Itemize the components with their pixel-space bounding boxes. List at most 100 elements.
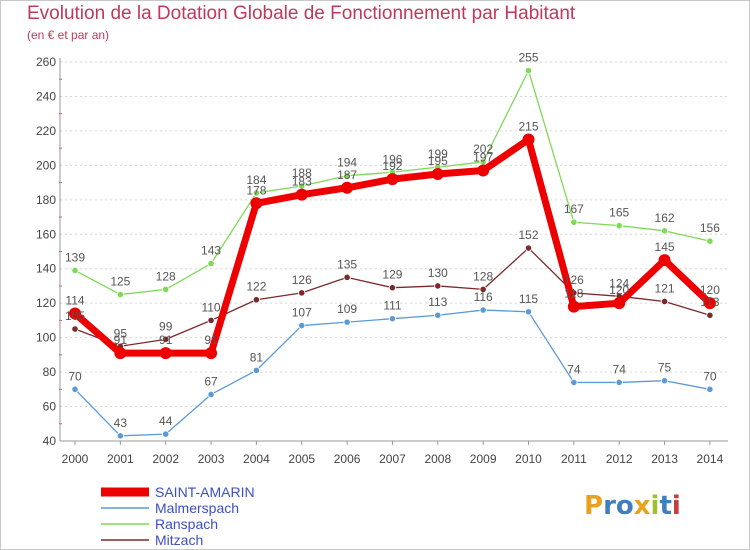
data-point-saint-amarin	[295, 188, 308, 201]
axes	[59, 58, 728, 442]
data-label-mitzach: 99	[159, 319, 173, 333]
x-tick-label: 2001	[107, 452, 134, 466]
data-point-mitzach	[71, 325, 79, 333]
data-point-saint-amarin	[159, 347, 172, 360]
data-point-mitzach	[298, 289, 306, 297]
proxiti-logo: Proxiti	[584, 491, 681, 521]
data-label-ranspach: 128	[156, 269, 176, 283]
y-tick-label: 100	[36, 331, 56, 345]
data-label-ranspach: 162	[655, 211, 675, 225]
series-group	[69, 67, 716, 440]
data-label-saint-amarin: 91	[114, 333, 128, 347]
data-label-saint-amarin: 183	[292, 175, 312, 189]
legend-label-mitzach: Mitzach	[155, 532, 203, 548]
x-tick-label: 2014	[697, 452, 724, 466]
data-point-ranspach	[615, 222, 623, 230]
data-label-ranspach: 196	[382, 152, 402, 166]
data-label-ranspach: 255	[518, 51, 538, 65]
x-tick-label: 2006	[334, 452, 361, 466]
data-point-malmerspach	[252, 366, 260, 374]
data-labels: 70 43 44 67 81 107 109 111 113 116 115 74 74 75 70 139 1…	[65, 51, 720, 430]
data-point-saint-amarin	[477, 164, 490, 177]
data-label-saint-amarin: 91	[159, 333, 173, 347]
data-point-saint-amarin	[567, 300, 580, 313]
data-point-malmerspach	[162, 430, 170, 438]
data-point-ranspach	[207, 259, 215, 268]
grid-lines	[59, 61, 728, 442]
data-label-mitzach: 110	[201, 300, 220, 314]
data-point-saint-amarin	[205, 347, 218, 360]
x-tick-label: 2005	[288, 452, 315, 466]
x-tick-label: 2013	[651, 452, 678, 466]
data-label-saint-amarin: 118	[564, 287, 583, 301]
data-label-malmerspach: 43	[114, 416, 128, 430]
data-point-malmerspach	[434, 311, 442, 319]
data-label-mitzach: 152	[518, 228, 538, 242]
data-label-ranspach: 139	[65, 250, 85, 264]
logo-letter: i	[650, 491, 660, 521]
data-label-ranspach: 184	[246, 173, 266, 187]
data-label-malmerspach: 74	[613, 362, 627, 376]
data-label-mitzach: 126	[292, 273, 312, 287]
legend-label-saint-amarin: SAINT-AMARIN	[155, 484, 255, 500]
data-label-ranspach: 188	[292, 166, 312, 180]
data-point-malmerspach	[388, 315, 397, 323]
data-point-ranspach	[570, 218, 578, 226]
data-label-malmerspach: 115	[519, 292, 538, 306]
data-label-ranspach: 202	[473, 142, 493, 156]
chart-subtitle: (en € et par an)	[27, 28, 110, 42]
data-point-malmerspach	[524, 308, 533, 316]
data-label-saint-amarin: 114	[65, 294, 84, 308]
x-tick-label: 2000	[62, 452, 89, 466]
data-point-malmerspach	[479, 306, 487, 314]
data-label-malmerspach: 70	[703, 369, 717, 383]
data-point-ranspach	[252, 189, 260, 197]
legend-label-ranspach: Ranspach	[155, 516, 218, 532]
data-point-malmerspach	[570, 378, 578, 387]
y-tick-label: 200	[36, 158, 56, 172]
data-point-saint-amarin	[613, 297, 626, 310]
data-label-malmerspach: 44	[159, 414, 173, 428]
y-tick-label: 120	[36, 296, 56, 310]
x-tick-label: 2003	[198, 452, 225, 466]
x-tick-label: 2004	[243, 452, 270, 466]
data-point-ranspach	[162, 285, 170, 293]
data-point-ranspach	[71, 266, 79, 275]
legend-label-malmerspach: Malmerspach	[155, 500, 239, 516]
data-point-ranspach	[706, 237, 714, 245]
data-label-mitzach: 121	[655, 281, 675, 295]
data-label-malmerspach: 74	[567, 362, 581, 376]
data-point-saint-amarin	[114, 347, 127, 360]
data-label-ranspach: 143	[201, 244, 221, 258]
logo-letter: P	[584, 491, 604, 521]
data-point-mitzach	[434, 282, 442, 290]
data-point-mitzach	[207, 316, 215, 325]
data-point-mitzach	[660, 297, 669, 306]
data-label-ranspach: 156	[700, 221, 720, 235]
x-tick-label: 2012	[606, 452, 633, 466]
data-point-mitzach	[706, 311, 714, 319]
logo-letter: x	[633, 491, 651, 521]
x-tick-label: 2008	[424, 452, 451, 466]
data-label-saint-amarin: 195	[428, 154, 448, 168]
data-label-saint-amarin: 197	[473, 151, 493, 165]
data-point-ranspach	[660, 227, 669, 235]
data-label-mitzach: 130	[428, 266, 448, 280]
data-point-malmerspach	[298, 321, 306, 330]
data-label-saint-amarin: 187	[337, 168, 357, 182]
x-tick-label: 2002	[152, 452, 179, 466]
data-label-malmerspach: 113	[428, 295, 447, 309]
data-label-mitzach: 105	[65, 309, 85, 323]
data-point-ranspach	[524, 67, 533, 75]
data-point-malmerspach	[71, 385, 79, 393]
data-label-saint-amarin: 120	[609, 283, 629, 297]
data-label-malmerspach: 107	[292, 306, 312, 320]
data-label-mitzach: 135	[337, 257, 357, 271]
data-label-saint-amarin: 91	[204, 333, 218, 347]
y-axis-ticks: 40 60 80 100 120 140 160 180 200 220 240 260	[36, 55, 56, 448]
data-label-ranspach: 199	[428, 147, 448, 161]
data-label-mitzach: 126	[564, 273, 584, 287]
x-tick-label: 2011	[561, 452, 587, 466]
